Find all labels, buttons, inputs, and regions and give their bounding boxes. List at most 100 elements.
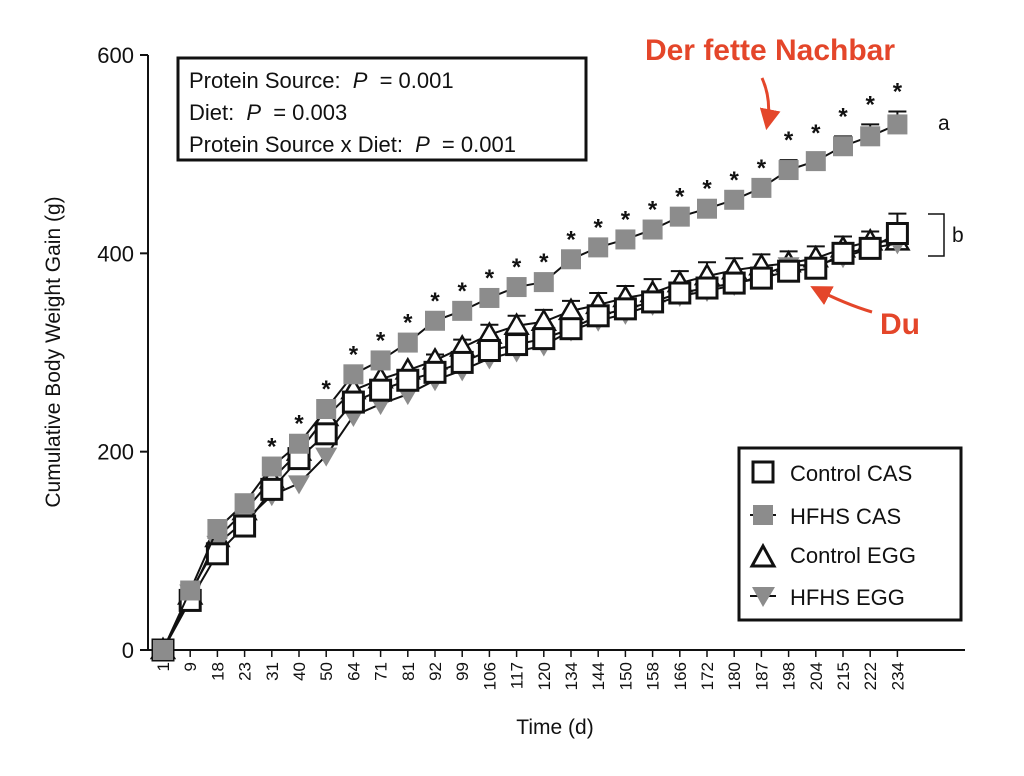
series-line [162, 242, 898, 651]
stats-box-frame [176, 56, 588, 162]
data-point [588, 237, 609, 258]
data-point [397, 332, 418, 353]
x-tick-label: 50 [317, 662, 336, 681]
x-tick-label: 99 [453, 662, 472, 681]
significance-star: * [322, 376, 332, 403]
data-point [506, 277, 527, 298]
data-point [505, 333, 529, 357]
stats-line-1-label: Protein Source: [189, 68, 341, 93]
y-tick-label: 400 [97, 241, 134, 266]
x-tick-label: 180 [725, 662, 744, 690]
group-label-b: b [952, 224, 964, 247]
data-point [641, 290, 665, 314]
y-tick-label: 0 [122, 638, 134, 663]
x-tick-label: 166 [671, 662, 690, 690]
significance-star: * [893, 79, 903, 106]
significance-stars: * * * * * * * * * * * * * * * * * * * * * * * * [267, 79, 903, 461]
legend-item-control-egg: Control EGG [749, 542, 916, 568]
series-layer [149, 110, 911, 662]
x-tick-label: 172 [698, 662, 717, 690]
legend-triangle-open-icon [749, 542, 777, 568]
data-point [615, 229, 636, 250]
stats-line-3-p: P [415, 132, 430, 157]
x-tick-label: 64 [344, 662, 363, 681]
x-axis-title: Time (d) [516, 716, 593, 739]
stats-line-1: Protein Source: P = 0.001 [189, 68, 454, 93]
data-point [343, 364, 364, 385]
data-point [396, 368, 420, 392]
callout-you-arrow [810, 286, 873, 314]
x-tick-label: 187 [752, 662, 771, 690]
data-point [642, 219, 663, 240]
data-point [805, 151, 826, 172]
significance-star: * [757, 155, 767, 182]
significance-star: * [730, 167, 740, 194]
x-tick-label: 204 [807, 662, 826, 690]
data-point [561, 249, 581, 270]
significance-star: * [621, 206, 631, 233]
data-point [860, 126, 881, 147]
x-tick-label: 81 [399, 662, 418, 681]
data-point [207, 519, 228, 540]
data-point [887, 114, 908, 135]
significance-star: * [485, 265, 495, 292]
significance-star: * [594, 214, 604, 241]
group-b-bracket [928, 213, 945, 257]
y-tick-label: 200 [97, 440, 134, 465]
x-tick-label: 18 [208, 662, 227, 681]
significance-star: * [512, 254, 522, 281]
data-point [722, 271, 746, 295]
data-point [858, 236, 882, 260]
legend-label-hfhs-egg: HFHS EGG [790, 585, 905, 610]
data-point [751, 177, 772, 198]
significance-star: * [539, 249, 549, 276]
series-line [162, 232, 898, 651]
legend-square-filled-icon [753, 505, 773, 525]
legend-item-control-cas: Control CAS [751, 460, 912, 486]
series-line [162, 240, 898, 651]
data-point [341, 390, 365, 414]
data-point [233, 514, 257, 538]
data-point [778, 160, 799, 181]
x-tick-label: 222 [861, 662, 880, 690]
data-point [315, 447, 338, 467]
data-point [586, 304, 610, 328]
data-point [749, 266, 773, 290]
significance-star: * [784, 127, 794, 154]
data-point [289, 433, 309, 454]
y-ticks: 0 200 400 600 [97, 43, 148, 663]
x-tick-label: 1 [154, 662, 173, 671]
data-point [668, 281, 692, 305]
data-point [153, 640, 173, 660]
callout-neighbor-arrow [759, 77, 781, 131]
legend-frame [737, 446, 963, 622]
data-point [423, 360, 447, 384]
series-hfhs-cas [153, 110, 908, 660]
x-tick-label: 31 [263, 662, 282, 681]
data-point [885, 222, 909, 245]
x-ticks: 1 9 18 23 31 40 50 64 71 81 92 99 106 117 120 134 144 150… [154, 650, 907, 690]
x-tick-label: 234 [888, 662, 907, 690]
callout-you: Du [880, 308, 920, 341]
significance-star: * [675, 184, 685, 211]
x-tick-label: 9 [181, 662, 200, 671]
x-tick-label: 144 [589, 662, 608, 690]
stats-line-2-p: P [246, 100, 261, 125]
series-control-cas [151, 212, 909, 662]
x-tick-label: 134 [562, 662, 581, 690]
stats-line-3-value: = 0.001 [442, 132, 516, 157]
x-tick-label: 92 [426, 662, 445, 681]
x-tick-label: 23 [236, 662, 255, 681]
data-point [369, 378, 393, 402]
significance-star: * [376, 327, 386, 354]
data-point [479, 287, 500, 308]
data-point [450, 350, 474, 374]
data-point [261, 456, 282, 477]
legend: Control CAS HFHS CAS Control EGG HFHS EG… [737, 446, 963, 622]
significance-star: * [430, 288, 440, 315]
significance-star: * [866, 91, 876, 118]
stats-line-1-value: = 0.001 [380, 68, 454, 93]
x-tick-label: 106 [480, 662, 499, 690]
data-point [697, 198, 717, 219]
